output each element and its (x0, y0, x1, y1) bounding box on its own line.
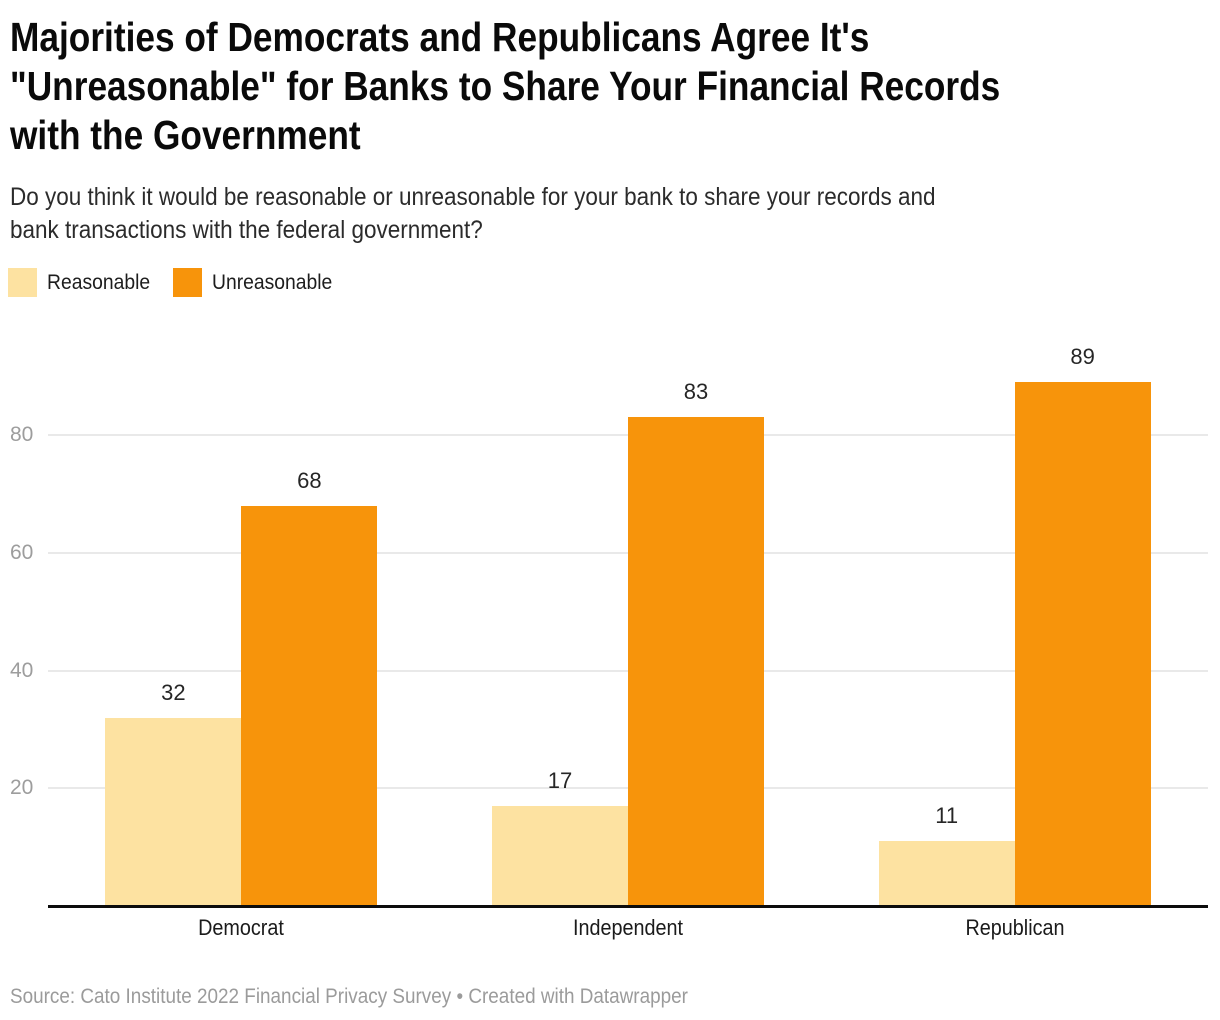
legend-item-label: Unreasonable (212, 270, 333, 294)
page-subtitle: Do you think it would be reasonable or u… (10, 181, 1038, 247)
value-label-unreasonable-independent: 83 (683, 379, 709, 405)
bar-unreasonable-democrat[interactable] (241, 505, 378, 906)
source-text: Source: Cato Institute 2022 Financial Pr… (10, 985, 452, 1008)
y-tick-label-20: 20 (10, 776, 34, 800)
x-axis-label-democrat: Democrat (198, 915, 285, 940)
bar-reasonable-democrat[interactable] (105, 717, 242, 906)
x-axis-label-republican: Republican (965, 915, 1065, 940)
datawrapper-credit-link[interactable]: Created with Datawrapper (468, 985, 688, 1008)
x-axis-label-independent: Independent (572, 915, 684, 940)
legend-item-label: Reasonable (47, 270, 151, 294)
y-tick-label-60: 60 (10, 540, 34, 564)
bar-reasonable-republican[interactable] (878, 841, 1015, 906)
page-title-line: "Unreasonable" for Banks to Share Your F… (10, 63, 1001, 109)
legend-swatch-unreasonable (173, 268, 203, 297)
page-subtitle-line: Do you think it would be reasonable or u… (10, 183, 936, 211)
legend-item-unreasonable: Unreasonable (173, 268, 343, 297)
legend-item-reasonable: Reasonable (8, 268, 159, 297)
page-title-line: with the Government (10, 112, 361, 158)
value-label-unreasonable-republican: 89 (1070, 344, 1095, 369)
value-label-reasonable-independent: 17 (547, 767, 573, 793)
y-tick-label-40: 40 (10, 658, 34, 682)
legend: Reasonable Unreasonable (8, 268, 343, 297)
legend-swatch-reasonable (8, 268, 37, 297)
value-label-reasonable-republican: 11 (935, 803, 959, 829)
footer-separator: • (451, 985, 469, 1008)
value-label-unreasonable-democrat: 68 (297, 467, 322, 493)
bar-unreasonable-republican[interactable] (1014, 382, 1151, 906)
page-title: Majorities of Democrats and Republicans … (10, 13, 1162, 160)
y-tick-label-80: 80 (10, 423, 34, 446)
page-title-line: Majorities of Democrats and Republicans … (10, 14, 870, 60)
bar-unreasonable-independent[interactable] (628, 417, 764, 906)
x-axis-line (48, 905, 1208, 908)
footer-attribution: Source: Cato Institute 2022 Financial Pr… (10, 984, 688, 1010)
bar-reasonable-independent[interactable] (492, 805, 628, 906)
value-label-reasonable-democrat: 32 (161, 679, 186, 705)
page-subtitle-line: bank transactions with the federal gover… (10, 216, 483, 244)
